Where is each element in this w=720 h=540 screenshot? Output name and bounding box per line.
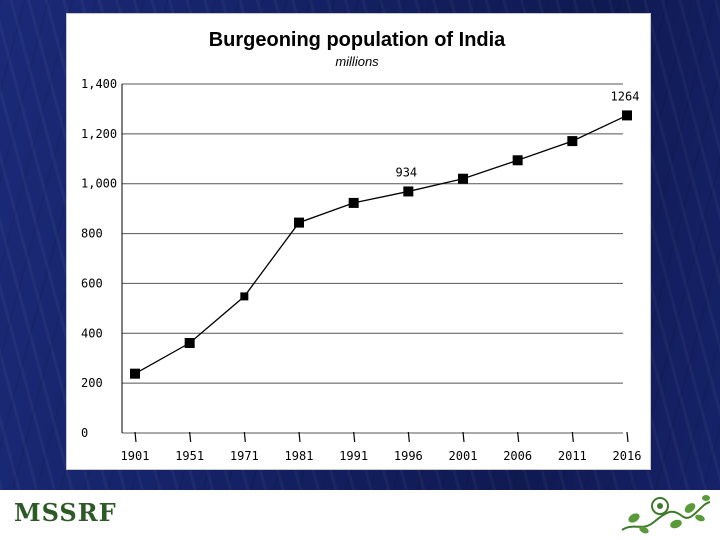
x-tick-mark xyxy=(134,431,137,443)
grid-lines xyxy=(121,83,623,434)
series-line xyxy=(134,114,628,375)
x-tick-label: 2006 xyxy=(503,449,532,463)
vine-leaf-logo-icon xyxy=(621,495,711,534)
data-point-1996 xyxy=(403,186,414,197)
brand-name: MSSRF xyxy=(14,498,117,527)
x-tick-mark xyxy=(517,431,520,443)
y-tick-label: 200 xyxy=(81,376,103,390)
data-point-1971 xyxy=(240,292,249,301)
data-label-2016: 1264 xyxy=(611,89,640,103)
x-tick-mark xyxy=(243,431,246,443)
data-point-1981 xyxy=(294,217,304,228)
data-label-1996: 934 xyxy=(395,165,417,179)
footer-bar: MSSRF xyxy=(0,490,720,540)
x-tick-mark xyxy=(407,431,410,443)
x-tick-mark xyxy=(462,431,465,443)
x-axis-ticks: 1901 1951 1971 1981 1991 1996 2001 2006 2011 2016 xyxy=(121,431,642,463)
y-tick-label: 1,200 xyxy=(81,127,117,141)
x-tick-label: 1981 xyxy=(285,449,314,463)
x-tick-label: 2016 xyxy=(613,449,642,463)
x-tick-mark xyxy=(189,431,192,443)
y-tick-label: 1,000 xyxy=(81,177,117,191)
x-tick-label: 1951 xyxy=(175,449,204,463)
x-tick-label: 1971 xyxy=(230,449,259,463)
x-tick-mark xyxy=(571,431,574,443)
x-tick-mark xyxy=(298,431,301,443)
y-tick-label: 600 xyxy=(81,276,103,290)
data-annotations: 934 1264 xyxy=(395,89,639,179)
chart-panel: Burgeoning population of India millions … xyxy=(66,13,651,470)
data-point-2016 xyxy=(622,110,632,121)
series-population xyxy=(130,110,632,379)
population-line-chart: Burgeoning population of India millions … xyxy=(81,29,642,463)
y-tick-labels: 0 200 400 600 800 1,000 1,200 1,400 xyxy=(81,77,117,440)
x-tick-label: 1996 xyxy=(394,449,423,463)
data-point-1991 xyxy=(348,197,359,208)
y-tick-label: 1,400 xyxy=(81,77,117,91)
y-tick-label: 0 xyxy=(81,426,88,440)
y-tick-label: 800 xyxy=(81,227,103,241)
x-tick-label: 2011 xyxy=(558,449,587,463)
y-tick-label: 400 xyxy=(81,326,103,340)
data-point-2011 xyxy=(567,136,578,147)
data-point-1951 xyxy=(184,338,195,349)
x-tick-mark xyxy=(353,431,356,443)
data-point-1901 xyxy=(130,368,140,379)
chart-title: Burgeoning population of India xyxy=(209,29,506,51)
data-point-2001 xyxy=(458,173,468,184)
x-tick-label: 1991 xyxy=(339,449,368,463)
chart-subtitle: millions xyxy=(335,54,379,69)
data-point-2006 xyxy=(512,155,523,166)
x-tick-label: 2001 xyxy=(449,449,478,463)
x-tick-label: 1901 xyxy=(121,449,150,463)
x-tick-mark xyxy=(626,431,629,443)
